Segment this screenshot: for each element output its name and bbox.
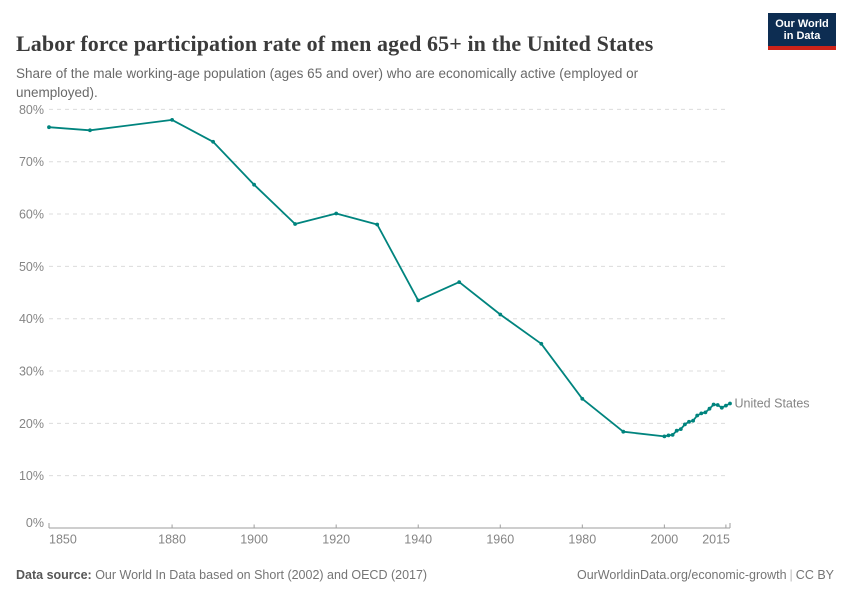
svg-text:1960: 1960: [486, 533, 514, 547]
svg-text:1980: 1980: [568, 533, 596, 547]
x-axis-labels: 1850 1880 1900 1920 1940 1960 1980 2000 2015: [49, 533, 730, 547]
y-axis-labels: 0% 10% 20% 30% 40% 50% 60% 70% 80%: [19, 103, 44, 530]
owid-url-link[interactable]: OurWorldinData.org/economic-growth: [576, 568, 787, 582]
chart-footer: Data source: Our World In Data based on …: [16, 568, 834, 588]
svg-text:60%: 60%: [19, 207, 44, 221]
series-label-united-states[interactable]: United States: [735, 397, 810, 411]
svg-text:80%: 80%: [19, 103, 44, 117]
x-axis: [48, 523, 731, 529]
data-source-text: Our World In Data based on Short (2002) …: [91, 568, 428, 582]
svg-text:40%: 40%: [19, 312, 44, 326]
owid-logo-line2: in Data: [783, 29, 821, 42]
gridlines: [49, 108, 728, 477]
series-markers: [47, 118, 732, 439]
svg-text:2000: 2000: [650, 533, 678, 547]
svg-text:1940: 1940: [404, 533, 432, 547]
owid-logo-line1: Our World: [775, 17, 829, 30]
data-source-label: Data source:: [16, 568, 92, 582]
svg-text:30%: 30%: [19, 364, 44, 378]
chart-subtitle: Share of the male working-age population…: [16, 65, 639, 100]
svg-text:1920: 1920: [322, 533, 350, 547]
svg-text:10%: 10%: [19, 469, 44, 483]
svg-text:1850: 1850: [49, 533, 77, 547]
svg-text:1880: 1880: [158, 533, 186, 547]
svg-text:50%: 50%: [19, 260, 44, 274]
svg-text:70%: 70%: [19, 155, 44, 169]
footer-links: OurWorldinData.org/economic-growth | CC BY: [577, 568, 834, 582]
data-source-note: Data source: Our World In Data based on …: [16, 568, 427, 582]
license-link[interactable]: CC BY: [795, 568, 834, 582]
svg-text:2015: 2015: [702, 533, 730, 547]
svg-text:1900: 1900: [240, 533, 268, 547]
svg-text:20%: 20%: [19, 417, 44, 431]
owid-logo[interactable]: Our World in Data: [768, 13, 836, 50]
page-title: Labor force participation rate of men ag…: [16, 30, 654, 56]
svg-text:0%: 0%: [26, 516, 44, 530]
series-line-united-states[interactable]: [48, 119, 731, 438]
footer-separator: |: [789, 568, 793, 582]
